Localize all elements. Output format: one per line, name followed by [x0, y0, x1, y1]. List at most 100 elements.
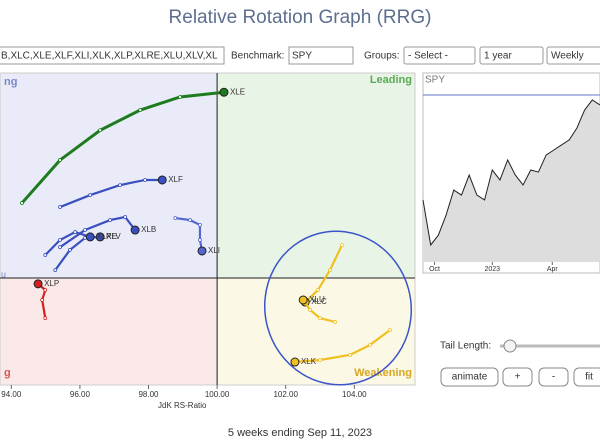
- x-tick-label: 96.00: [70, 390, 91, 399]
- symbols: B,XLC,XLE,XLF,XLI,XLK,XLP,XLRE,XLU,XLV,X…: [1, 51, 218, 62]
- series-label: XLK: [301, 357, 317, 366]
- x-tick-label: 94.00: [1, 390, 22, 399]
- groups: - Select -: [408, 51, 448, 62]
- tail-point: [58, 238, 62, 242]
- tail-point: [348, 352, 353, 357]
- spy-line: [422, 99, 600, 247]
- groups-label: Groups:: [364, 51, 400, 62]
- button-label: fit: [585, 372, 593, 383]
- tail: [44, 230, 91, 256]
- spy-x-tick-label: Apr: [547, 266, 559, 273]
- head: [33, 279, 43, 289]
- tail-point: [123, 215, 128, 219]
- tail-point: [316, 288, 320, 292]
- quadrant-label: Weakening: [354, 367, 412, 379]
- head: [219, 87, 229, 97]
- y-axis-fragment: u: [1, 269, 6, 279]
- tail-point: [318, 316, 322, 321]
- tail-point: [58, 245, 62, 250]
- tail-point: [53, 268, 58, 273]
- series-label: XLP: [44, 279, 59, 288]
- benchmark-label: Benchmark:: [231, 51, 284, 62]
- tail-point: [138, 108, 143, 112]
- tail-point: [118, 183, 122, 188]
- x-tick-label: 98.00: [138, 390, 159, 399]
- tail: [304, 244, 343, 303]
- benchmark-input[interactable]: [288, 46, 354, 65]
- period: 1 year: [484, 51, 512, 62]
- series-label: XLV: [106, 232, 121, 241]
- series-label: XLU: [309, 295, 325, 304]
- title: Relative Rotation Graph (RRG): [169, 7, 432, 28]
- benchmark: SPY: [292, 51, 312, 62]
- x-tick-label: 100.00: [205, 390, 230, 399]
- quadrant-label: ng: [4, 76, 17, 88]
- quadrant: [216, 72, 416, 279]
- tail-point: [108, 218, 112, 222]
- quadrant-label: Leading: [370, 74, 412, 86]
- head: [130, 225, 140, 235]
- spy-x-tick-label: Oct: [429, 266, 440, 273]
- head: [197, 246, 207, 256]
- tail-point: [40, 298, 45, 302]
- groups-select[interactable]: [403, 46, 476, 65]
- symbols-input[interactable]: [0, 46, 225, 65]
- tail-point: [143, 178, 147, 182]
- button[interactable]: [573, 367, 600, 387]
- tail-point: [328, 268, 332, 273]
- tail-point: [340, 243, 344, 248]
- period-select[interactable]: [479, 46, 544, 65]
- tail-point: [318, 358, 322, 362]
- button[interactable]: [440, 367, 499, 387]
- annotation-ellipse: [263, 230, 413, 386]
- button[interactable]: [502, 367, 533, 387]
- interval: Weekly: [551, 51, 584, 62]
- tail: [37, 283, 47, 319]
- x-tick-label: 104.00: [342, 390, 367, 399]
- x-axis-title: JdK RS-Ratio: [158, 401, 207, 410]
- tail-point: [188, 218, 192, 222]
- tail-point: [198, 238, 202, 242]
- tail-point: [388, 328, 392, 333]
- tail: [20, 90, 225, 204]
- tail-point: [198, 222, 202, 227]
- head: [157, 175, 167, 185]
- tail-point: [68, 248, 72, 252]
- tail-point: [43, 288, 48, 292]
- series-label: XLF: [168, 175, 183, 184]
- tail-point: [88, 193, 93, 197]
- interval-select[interactable]: [546, 46, 600, 65]
- footer: 5 weeks ending Sep 11, 2023: [228, 427, 372, 439]
- series-label: XLI: [208, 246, 220, 255]
- spy-x-tick-label: 2023: [484, 266, 500, 273]
- head: [85, 232, 95, 242]
- quadrant: [0, 72, 218, 279]
- spy-area: [423, 99, 600, 263]
- button-label: +: [515, 372, 521, 383]
- spy-title: SPY: [425, 75, 445, 86]
- tail-point: [368, 342, 372, 347]
- tail-point: [73, 230, 78, 234]
- series-label: XLE: [230, 87, 245, 96]
- tail-point: [333, 320, 337, 324]
- series-label: XLRE: [96, 232, 117, 241]
- tail-point: [83, 228, 87, 232]
- quadrant: [0, 277, 218, 386]
- head: [298, 295, 308, 305]
- tail-point: [43, 316, 48, 321]
- tail-point: [173, 216, 178, 220]
- quadrant-label: g: [4, 367, 11, 379]
- series-label: XLB: [141, 225, 156, 234]
- tail-point: [58, 158, 62, 162]
- slider-handle[interactable]: [503, 339, 517, 353]
- x-tick-label: 102.00: [273, 390, 298, 399]
- tail: [302, 299, 336, 323]
- series-label: XLC: [311, 297, 327, 306]
- head: [290, 357, 300, 367]
- button-label: -: [552, 372, 555, 383]
- head: [95, 232, 105, 242]
- tail-point: [308, 308, 312, 312]
- button[interactable]: [538, 367, 569, 387]
